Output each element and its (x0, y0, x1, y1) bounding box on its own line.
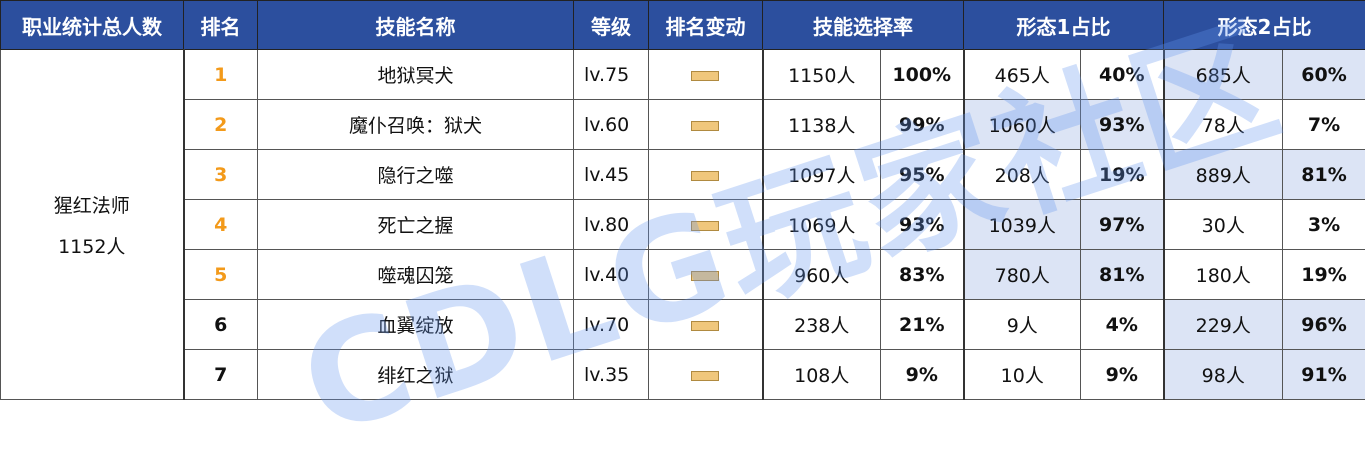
skill-name: 血翼绽放 (258, 300, 574, 350)
table-row: 2 魔仆召唤：狱犬 lv.60 1138人 99% 1060人 93% 78人 … (1, 100, 1365, 150)
level-cell: lv.35 (574, 350, 649, 400)
form2-pct: 19% (1283, 250, 1365, 300)
form1-count: 1039人 (964, 200, 1081, 250)
form1-count: 208人 (964, 150, 1081, 200)
form2-count: 889人 (1164, 150, 1283, 200)
form2-count: 180人 (1164, 250, 1283, 300)
select-count: 1150人 (763, 50, 881, 100)
table-row: 4 死亡之握 lv.80 1069人 93% 1039人 97% 30人 3% (1, 200, 1365, 250)
change-cell (649, 150, 763, 200)
select-count: 1138人 (763, 100, 881, 150)
select-count: 1097人 (763, 150, 881, 200)
level-cell: lv.70 (574, 300, 649, 350)
change-cell (649, 250, 763, 300)
table-row: 6 血翼绽放 lv.70 238人 21% 9人 4% 229人 96% (1, 300, 1365, 350)
form2-count: 78人 (1164, 100, 1283, 150)
form2-pct: 96% (1283, 300, 1365, 350)
rank-cell: 1 (184, 50, 258, 100)
select-count: 960人 (763, 250, 881, 300)
form1-count: 10人 (964, 350, 1081, 400)
select-pct: 9% (881, 350, 964, 400)
no-change-icon (691, 71, 719, 81)
header-level: 等级 (574, 1, 649, 50)
form1-count: 9人 (964, 300, 1081, 350)
level-cell: lv.45 (574, 150, 649, 200)
rank-cell: 7 (184, 350, 258, 400)
header-change: 排名变动 (649, 1, 763, 50)
form2-count: 98人 (1164, 350, 1283, 400)
skill-stats-table: 职业统计总人数 排名 技能名称 等级 排名变动 技能选择率 形态1占比 形态2占… (0, 0, 1365, 400)
class-name: 猩红法师 (1, 191, 183, 218)
header-rate: 技能选择率 (763, 1, 964, 50)
form2-pct: 60% (1283, 50, 1365, 100)
form2-pct: 91% (1283, 350, 1365, 400)
form1-pct: 19% (1081, 150, 1164, 200)
select-pct: 93% (881, 200, 964, 250)
rank-cell: 2 (184, 100, 258, 150)
level-cell: lv.80 (574, 200, 649, 250)
form1-count: 1060人 (964, 100, 1081, 150)
select-pct: 83% (881, 250, 964, 300)
form1-pct: 40% (1081, 50, 1164, 100)
skill-name: 死亡之握 (258, 200, 574, 250)
form2-pct: 3% (1283, 200, 1365, 250)
class-cell: 猩红法师 1152人 (1, 50, 184, 400)
no-change-icon (691, 221, 719, 231)
header-skill: 技能名称 (258, 1, 574, 50)
change-cell (649, 350, 763, 400)
form1-pct: 81% (1081, 250, 1164, 300)
header-form1: 形态1占比 (964, 1, 1164, 50)
level-cell: lv.75 (574, 50, 649, 100)
form2-pct: 81% (1283, 150, 1365, 200)
select-pct: 100% (881, 50, 964, 100)
header-total: 职业统计总人数 (1, 1, 184, 50)
skill-name: 绯红之狱 (258, 350, 574, 400)
form2-count: 30人 (1164, 200, 1283, 250)
table-row: 5 噬魂囚笼 lv.40 960人 83% 780人 81% 180人 19% (1, 250, 1365, 300)
form1-count: 465人 (964, 50, 1081, 100)
skill-name: 隐行之噬 (258, 150, 574, 200)
header-form2: 形态2占比 (1164, 1, 1365, 50)
skill-name: 地狱冥犬 (258, 50, 574, 100)
no-change-icon (691, 371, 719, 381)
rank-cell: 4 (184, 200, 258, 250)
form1-pct: 97% (1081, 200, 1164, 250)
select-count: 1069人 (763, 200, 881, 250)
change-cell (649, 300, 763, 350)
no-change-icon (691, 171, 719, 181)
level-cell: lv.60 (574, 100, 649, 150)
form1-pct: 93% (1081, 100, 1164, 150)
level-cell: lv.40 (574, 250, 649, 300)
form1-pct: 4% (1081, 300, 1164, 350)
select-count: 238人 (763, 300, 881, 350)
change-cell (649, 50, 763, 100)
rank-cell: 5 (184, 250, 258, 300)
no-change-icon (691, 121, 719, 131)
form2-pct: 7% (1283, 100, 1365, 150)
skill-name: 噬魂囚笼 (258, 250, 574, 300)
table-row: 7 绯红之狱 lv.35 108人 9% 10人 9% 98人 91% (1, 350, 1365, 400)
select-pct: 21% (881, 300, 964, 350)
select-count: 108人 (763, 350, 881, 400)
header-rank: 排名 (184, 1, 258, 50)
rank-cell: 6 (184, 300, 258, 350)
skill-name: 魔仆召唤：狱犬 (258, 100, 574, 150)
rank-cell: 3 (184, 150, 258, 200)
class-count: 1152人 (1, 232, 183, 259)
table-row: 3 隐行之噬 lv.45 1097人 95% 208人 19% 889人 81% (1, 150, 1365, 200)
no-change-icon (691, 321, 719, 331)
form1-pct: 9% (1081, 350, 1164, 400)
change-cell (649, 100, 763, 150)
no-change-icon (691, 271, 719, 281)
header-row: 职业统计总人数 排名 技能名称 等级 排名变动 技能选择率 形态1占比 形态2占… (1, 1, 1365, 50)
form1-count: 780人 (964, 250, 1081, 300)
change-cell (649, 200, 763, 250)
select-pct: 95% (881, 150, 964, 200)
form2-count: 229人 (1164, 300, 1283, 350)
select-pct: 99% (881, 100, 964, 150)
form2-count: 685人 (1164, 50, 1283, 100)
